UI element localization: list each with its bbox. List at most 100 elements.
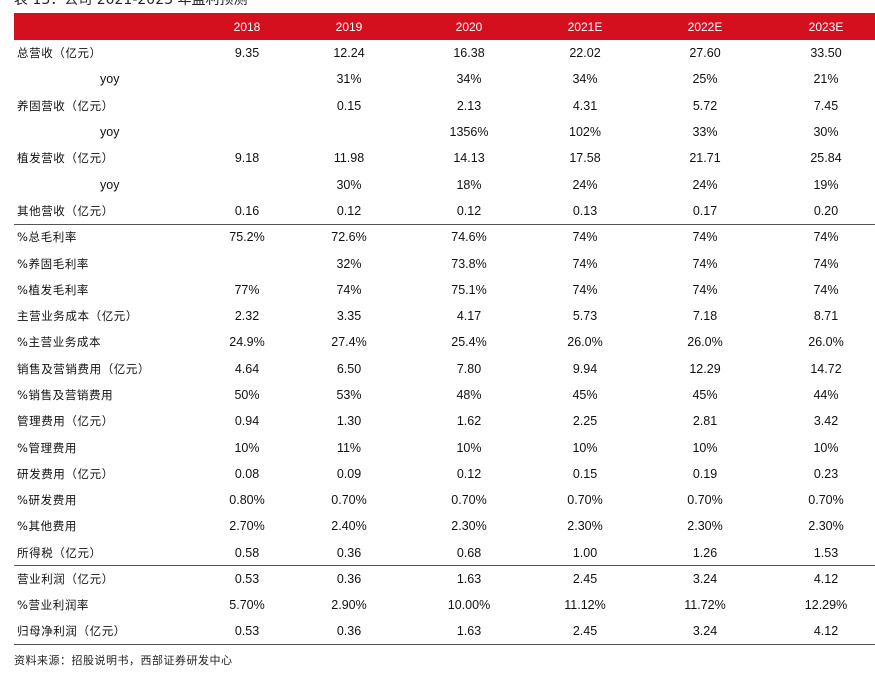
value-cell: 2.81 xyxy=(692,414,718,429)
table-row: 管理费用（亿元） 0.94 1.30 1.62 2.25 2.81 3.42 xyxy=(14,408,875,434)
value-cell: 11.98 xyxy=(333,151,365,166)
value-cell: 0.20 xyxy=(813,203,839,218)
value-cell: 75.1% xyxy=(451,282,487,297)
table-row: 总营收（亿元） 9.35 12.24 16.38 22.02 27.60 33.50 xyxy=(14,40,875,66)
row-label: 养固营收（亿元） xyxy=(17,98,114,113)
value-cell: 10% xyxy=(456,440,482,455)
value-cell: 0.94 xyxy=(234,414,260,429)
value-cell: 11.72% xyxy=(684,598,726,613)
row-label: yoy xyxy=(100,72,120,87)
value-cell: 7.45 xyxy=(813,98,839,113)
value-cell: 10% xyxy=(234,440,260,455)
value-cell: 12.29 xyxy=(689,361,721,376)
value-cell: 7.18 xyxy=(692,309,718,324)
value-cell: 4.64 xyxy=(234,361,260,376)
value-cell: 0.12 xyxy=(456,466,482,481)
table-row: 归母净利润（亿元） 0.53 0.36 1.63 2.45 3.24 4.12 xyxy=(14,618,875,646)
value-cell: 4.17 xyxy=(456,309,482,324)
value-cell: 3.35 xyxy=(336,309,362,324)
value-cell: 25% xyxy=(692,72,718,87)
table-row: %养固毛利率 32% 73.8% 74% 74% 74% xyxy=(14,250,875,276)
row-label: %植发毛利率 xyxy=(17,282,90,297)
value-cell xyxy=(209,171,285,197)
value-cell: 26.0% xyxy=(567,335,603,350)
value-cell: 14.72 xyxy=(810,361,842,376)
value-cell xyxy=(209,250,285,276)
row-label: %养固毛利率 xyxy=(17,256,90,271)
table-row: 植发营收（亿元） 9.18 11.98 14.13 17.58 21.71 25.84 xyxy=(14,145,875,171)
value-cell: 72.6% xyxy=(285,223,413,251)
table-row: yoy 30% 18% 24% 24% 19% xyxy=(14,171,875,197)
table-row: %销售及营销费用 50% 53% 48% 45% 45% 44% xyxy=(14,382,875,408)
row-label: 营业利润（亿元） xyxy=(14,565,209,593)
value-cell: 10.00% xyxy=(447,598,491,613)
value-cell: 44% xyxy=(813,388,839,402)
value-cell: 2.45 xyxy=(525,618,645,646)
value-cell: 10% xyxy=(572,440,598,455)
value-cell: 2.32 xyxy=(234,309,260,324)
value-cell: 73.8% xyxy=(451,256,487,271)
row-label: %其他费用 xyxy=(17,519,77,534)
header-2018: 2018 xyxy=(233,19,261,34)
value-cell xyxy=(285,119,413,145)
value-cell: 27.60 xyxy=(689,46,721,61)
value-cell: 75.2% xyxy=(209,223,285,251)
value-cell: 0.15 xyxy=(572,466,598,481)
value-cell: 2.30% xyxy=(567,519,603,534)
header-2022e: 2022E xyxy=(687,19,723,34)
value-cell: 0.23 xyxy=(813,466,839,481)
value-cell: 0.16 xyxy=(234,203,260,218)
value-cell: 0.09 xyxy=(336,466,362,481)
value-cell: 0.12 xyxy=(336,203,362,218)
header-label-cell xyxy=(14,13,209,40)
table-row: 销售及营销费用（亿元） 4.64 6.50 7.80 9.94 12.29 14.72 xyxy=(14,356,875,382)
value-cell: 24.9% xyxy=(229,335,265,350)
row-label: 其他营收（亿元） xyxy=(17,203,114,218)
value-cell: 0.53 xyxy=(209,618,285,646)
value-cell: 2.25 xyxy=(572,414,598,429)
value-cell: 0.19 xyxy=(692,466,718,481)
value-cell: 25.84 xyxy=(810,151,842,166)
value-cell: 74% xyxy=(572,282,598,297)
value-cell: 0.36 xyxy=(285,618,413,646)
table-row: %植发毛利率 77% 74% 75.1% 74% 74% 74% xyxy=(14,277,875,303)
row-label: %销售及营销费用 xyxy=(17,388,114,402)
table-row: yoy 1356% 102% 33% 30% xyxy=(14,119,875,145)
value-cell: 1.00 xyxy=(572,545,598,560)
value-cell: 33% xyxy=(692,125,718,140)
table-row: 主营业务成本（亿元） 2.32 3.35 4.17 5.73 7.18 8.71 xyxy=(14,303,875,329)
row-label: 销售及营销费用（亿元） xyxy=(17,361,151,376)
value-cell xyxy=(209,66,285,92)
value-cell: 14.13 xyxy=(453,151,485,166)
value-cell: 77% xyxy=(234,282,260,297)
value-cell: 0.15 xyxy=(336,98,362,113)
value-cell: 74% xyxy=(765,223,875,251)
header-2023e: 2023E xyxy=(808,19,844,34)
row-label: yoy xyxy=(100,125,120,140)
table-row: 所得税（亿元） 0.58 0.36 0.68 1.00 1.26 1.53 xyxy=(14,540,875,566)
row-label: %管理费用 xyxy=(17,440,77,455)
value-cell xyxy=(209,119,285,145)
value-cell: 74% xyxy=(525,223,645,251)
value-cell: 1.63 xyxy=(413,618,525,646)
value-cell: 21% xyxy=(813,72,839,87)
value-cell: 22.02 xyxy=(569,46,601,61)
table-row: 营业利润（亿元） 0.53 0.36 1.63 2.45 3.24 4.12 xyxy=(14,565,875,593)
header-2021e: 2021E xyxy=(567,19,603,34)
value-cell: 74% xyxy=(572,256,598,271)
value-cell: 2.30% xyxy=(687,519,723,534)
table-row: 其他营收（亿元） 0.16 0.12 0.12 0.13 0.17 0.20 xyxy=(14,198,875,224)
table-row: %主营业务成本 24.9% 27.4% 25.4% 26.0% 26.0% 26.0% xyxy=(14,329,875,355)
value-cell: 1.63 xyxy=(413,565,525,593)
value-cell: 2.13 xyxy=(456,98,482,113)
value-cell: 4.12 xyxy=(765,565,875,593)
row-label: %主营业务成本 xyxy=(17,335,102,350)
value-cell: 74% xyxy=(645,223,765,251)
value-cell: 24% xyxy=(572,177,598,192)
value-cell: 24% xyxy=(692,177,718,192)
table-row: %其他费用 2.70% 2.40% 2.30% 2.30% 2.30% 2.30% xyxy=(14,513,875,539)
value-cell: 19% xyxy=(813,177,839,192)
value-cell: 0.12 xyxy=(456,203,482,218)
value-cell: 8.71 xyxy=(813,309,839,324)
value-cell: 33.50 xyxy=(810,46,842,61)
